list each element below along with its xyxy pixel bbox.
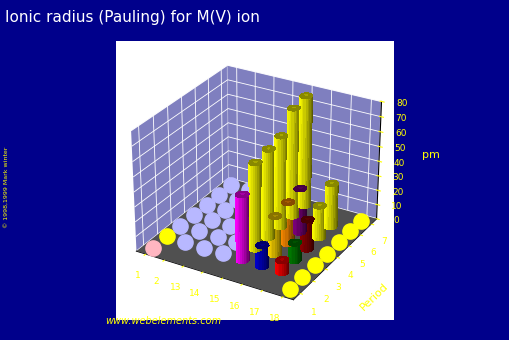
Y-axis label: Period: Period bbox=[358, 280, 390, 312]
Text: Ionic radius (Pauling) for M(V) ion: Ionic radius (Pauling) for M(V) ion bbox=[5, 10, 260, 25]
Text: © 1998,1999 Mark winter: © 1998,1999 Mark winter bbox=[4, 146, 9, 228]
Text: www.webelements.com: www.webelements.com bbox=[105, 317, 221, 326]
